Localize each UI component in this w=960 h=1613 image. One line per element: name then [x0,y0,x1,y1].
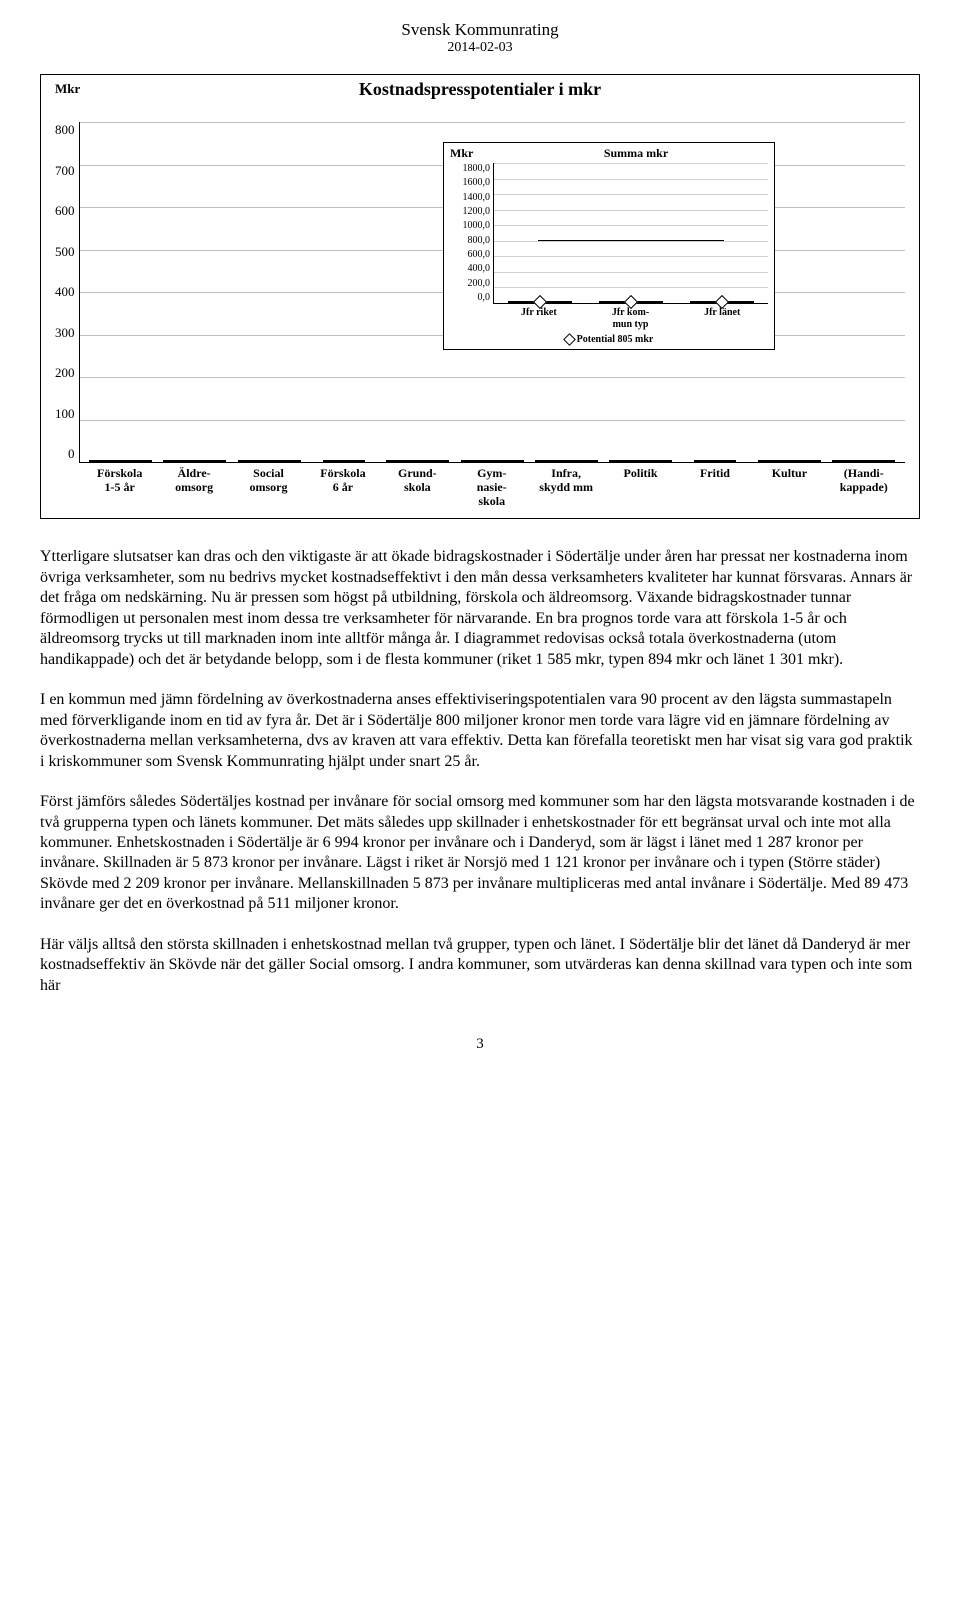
y-tick: 0 [68,446,75,462]
x-label: Gym-nasie-skola [455,467,529,508]
diamond-marker-icon [563,333,576,346]
bar-group [604,460,678,462]
paragraph-1: Ytterligare slutsatser kan dras och den … [40,547,920,670]
plot-area: Mkr Summa mkr 1800,01600,01400,01200,010… [79,122,906,463]
bar-group [232,460,306,462]
y-axis-ticks: 800 700 600 500 400 300 200 100 0 [55,122,79,462]
bar-group [381,460,455,462]
y-tick: 700 [55,163,75,179]
y-tick: 600 [55,203,75,219]
bar [407,460,428,462]
bar [535,460,556,462]
bar [800,460,821,462]
y-tick: 200 [55,365,75,381]
bar [131,460,152,462]
paragraph-2: I en kommun med jämn fördelning av överk… [40,690,920,772]
bar [184,460,205,462]
bar [832,460,853,462]
x-label: Grund-skola [380,467,454,508]
bar [503,460,524,462]
chart-title: Kostnadspresspotentialer i mkr [55,79,905,100]
bar [577,460,598,462]
bar-group [678,460,752,462]
bar [163,460,184,462]
bar [323,460,344,462]
bar-group [158,460,232,462]
bar [630,460,651,462]
bar [694,460,715,462]
inset-y-ticks: 1800,01600,01400,01200,01000,0800,0600,0… [450,163,493,303]
bar-group [529,460,603,462]
bar [556,460,577,462]
bar [259,460,280,462]
header-date: 2014-02-03 [40,40,920,56]
inset-legend: Potential 805 mkr [444,334,774,349]
bar [651,460,672,462]
bar [874,460,895,462]
y-tick: 500 [55,244,75,260]
inset-x-axis: Jfr riketJfr kom-mun typJfr länet [493,307,768,330]
x-label: Äldre-omsorg [157,467,231,508]
bar [609,460,630,462]
paragraph-4: Här väljs alltså den största skillnaden … [40,935,920,996]
main-chart: Mkr Kostnadspresspotentialer i mkr 800 70… [40,74,920,519]
bar [428,460,449,462]
bar [205,460,226,462]
bar [853,460,874,462]
bar [386,460,407,462]
page-header: Svensk Kommunrating 2014-02-03 [40,20,920,56]
bar [110,460,131,462]
x-label: Förskola1-5 år [83,467,157,508]
header-title: Svensk Kommunrating [40,20,920,40]
bar [715,460,736,462]
x-label: Socialomsorg [231,467,305,508]
x-label: Förskola6 år [306,467,380,508]
y-tick: 800 [55,122,75,138]
inset-chart: Mkr Summa mkr 1800,01600,01400,01200,010… [443,142,775,350]
x-label: Kultur [752,467,826,508]
x-label: Politik [603,467,677,508]
bar-group [84,460,158,462]
bar [89,460,110,462]
x-axis-labels: Förskola1-5 årÄldre-omsorgSocialomsorgFö… [79,467,906,508]
inset-y-title: Mkr [450,146,498,161]
bar [344,460,365,462]
x-label: Infra,skydd mm [529,467,603,508]
x-label: Fritid [678,467,752,508]
inset-plot-area [493,163,768,304]
bar [482,460,503,462]
bar [280,460,301,462]
page-number: 3 [40,1036,920,1053]
bar [461,460,482,462]
bar [779,460,800,462]
y-tick: 400 [55,284,75,300]
bar-group [455,460,529,462]
x-label: (Handi-kappade) [827,467,901,508]
y-tick: 100 [55,406,75,422]
bar-group [752,460,826,462]
bar [238,460,259,462]
inset-series-title: Summa mkr [498,146,774,161]
bar [758,460,779,462]
paragraph-3: Först jämförs således Södertäljes kostna… [40,792,920,915]
y-tick: 300 [55,325,75,341]
bar-group [306,460,380,462]
bar-group [827,460,901,462]
